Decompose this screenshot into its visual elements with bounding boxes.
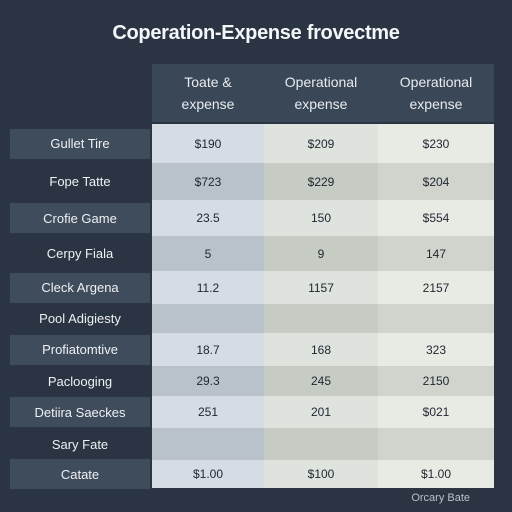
column-header-1: Toate & expense	[152, 64, 264, 122]
table-cell	[378, 428, 494, 460]
row-label: Crofie Game	[10, 203, 150, 233]
row-label: Gullet Tire	[10, 128, 150, 159]
table-cell: 150	[264, 200, 378, 236]
table-cell	[264, 428, 378, 460]
table-cell	[264, 304, 378, 333]
table-cell: $021	[378, 396, 494, 428]
row-label: Detiira Saeckes	[10, 397, 150, 427]
table-cell: 18.7	[152, 333, 264, 366]
row-label: Cerpy Fiala	[46, 246, 114, 261]
table-cell: $1.00	[378, 460, 494, 488]
row-label: Sary Fate	[51, 436, 109, 452]
table-cell: $723	[152, 163, 264, 200]
table-cell: $554	[378, 200, 494, 236]
table-cell: 168	[264, 333, 378, 366]
table-cell: $100	[264, 460, 378, 488]
table-footer: Orcary Bate	[411, 492, 470, 504]
table-cell	[378, 304, 494, 333]
table-title: Coperation-Expense frovectme	[112, 22, 400, 44]
table-cell: 2150	[378, 366, 494, 396]
row-label: Catate	[10, 459, 150, 489]
table-cell: $190	[152, 124, 264, 163]
row-label: Fope Tatte	[49, 174, 111, 189]
table-cell: 201	[264, 396, 378, 428]
table-cell: $230	[378, 124, 494, 163]
table-cell	[152, 304, 264, 333]
row-label: Profiatomtive	[10, 334, 150, 365]
table-cell: 245	[264, 366, 378, 396]
table-cell	[152, 428, 264, 460]
table-cell: 11.2	[152, 271, 264, 304]
row-label: Cleck Argena	[10, 272, 150, 303]
column-header-3: Operational expense	[378, 64, 494, 122]
table-cell: $229	[264, 163, 378, 200]
table-cell: $204	[378, 163, 494, 200]
row-label: Paclooging	[47, 373, 113, 389]
table-cell: 5	[152, 236, 264, 271]
table-cell: 2157	[378, 271, 494, 304]
table-cell: 251	[152, 396, 264, 428]
table-cell: 9	[264, 236, 378, 271]
table-cell: 323	[378, 333, 494, 366]
table-cell: 1157	[264, 271, 378, 304]
column-header-2: Operational expense	[264, 64, 378, 122]
table-cell: $1.00	[152, 460, 264, 488]
table-cell: 29.3	[152, 366, 264, 396]
row-label: Pool Adigiesty	[39, 311, 121, 326]
table-cell: $209	[264, 124, 378, 163]
table-cell: 23.5	[152, 200, 264, 236]
table-cell: 147	[378, 236, 494, 271]
